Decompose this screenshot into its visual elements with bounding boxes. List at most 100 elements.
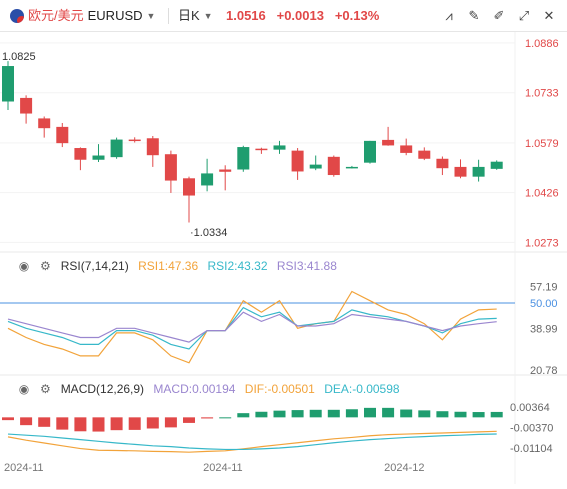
brush-icon[interactable]: ✎ (468, 8, 480, 23)
rsi-line-2 (7, 306, 497, 350)
symbol-code: EURUSD (87, 8, 143, 23)
macd-bar (454, 411, 467, 418)
macd-bar (400, 409, 413, 418)
price-tick-label: 1.0426 (525, 188, 559, 200)
candle-body (237, 147, 250, 170)
candle-body (436, 158, 449, 169)
price-change: +0.0013 (276, 8, 324, 23)
macd-tick-label: 0.00364 (510, 402, 550, 414)
macd-tick-label: -0.01104 (510, 443, 553, 455)
candle-body (92, 155, 105, 160)
candle-body (472, 166, 485, 177)
candle-body (345, 166, 358, 169)
candle-body (327, 156, 340, 176)
macd-bar (20, 417, 33, 426)
rsi1-value: RSI1:47.36 (138, 259, 199, 273)
last-price: 1.0516 (226, 8, 266, 23)
macd-bar (255, 411, 268, 418)
dif-value: DIF:-0.00501 (244, 382, 315, 396)
rsi2-value: RSI2:43.32 (207, 259, 268, 273)
divider (168, 8, 169, 24)
quote: 1.0516 +0.0013 +0.13% (226, 0, 379, 32)
edit-icon[interactable]: ✐ (493, 8, 505, 23)
macd-bar (128, 417, 141, 430)
macd-bar (327, 409, 340, 418)
macd-bar (183, 417, 195, 423)
symbol-name: 欧元/美元 (28, 8, 84, 23)
macd-bar (345, 409, 358, 418)
candle-body (400, 145, 413, 153)
macd-value: MACD:0.00194 (153, 382, 236, 396)
chart-canvas[interactable]: 1.0886 1.0733 1.0579 1.0426 1.0273 1.0825 ·1.0… (0, 32, 567, 489)
price-change-pct: +0.13% (334, 8, 380, 23)
macd-bar (472, 412, 485, 418)
macd-bar (38, 417, 51, 427)
toolbar: 欧元/美元 EURUSD ▼ 日K ▼ 1.0516 +0.0013 +0.13… (0, 0, 567, 32)
dea-line (7, 433, 497, 451)
chevron-down-icon: ▼ (203, 11, 213, 21)
eye-icon[interactable]: ◉ (18, 382, 30, 396)
candle-body (291, 150, 304, 172)
macd-bar (309, 409, 322, 418)
fullscreen-icon[interactable]: ⤢ (518, 8, 530, 23)
macd-bar (364, 407, 376, 418)
candle-body (364, 140, 376, 163)
macd-bar (146, 417, 159, 429)
eur-usd-flag-icon (10, 9, 24, 23)
macd-title: MACD(12,26,9) (60, 382, 145, 396)
candle-body (164, 154, 177, 181)
chevron-down-icon: ▼ (146, 11, 156, 21)
rsi-tick-label: 38.99 (530, 323, 558, 335)
price-tick-label: 1.0273 (525, 237, 559, 249)
macd-header: ◉ ⚙ MACD(12,26,9) MACD:0.00194 DIF:-0.00… (18, 378, 406, 400)
candle-body (382, 139, 395, 146)
x-axis-label: 2024-11 (4, 462, 44, 474)
candle-body (454, 166, 467, 177)
candle-body (146, 138, 159, 156)
chart-area[interactable]: 1.0886 1.0733 1.0579 1.0426 1.0273 1.0825 ·1.0… (0, 32, 567, 489)
settings-icon[interactable]: ⚙ (39, 382, 51, 396)
rsi3-value: RSI3:41.88 (276, 259, 337, 273)
macd-bar (382, 407, 395, 418)
rsi-header: ◉ ⚙ RSI(7,14,21) RSI1:47.36 RSI2:43.32 R… (18, 255, 343, 277)
macd-bar (92, 417, 105, 432)
symbol-selector[interactable]: 欧元/美元 EURUSD ▼ (10, 0, 155, 32)
rsi-tick-label: 20.78 (530, 365, 558, 377)
macd-bar (201, 417, 214, 419)
candle-body (255, 148, 268, 151)
macd-bar (74, 417, 87, 432)
price-tick-label: 1.0579 (525, 138, 559, 150)
candle-body (128, 139, 141, 142)
x-axis-label: 2024-11 (203, 462, 243, 474)
macd-bar (436, 411, 449, 418)
candle-body (219, 169, 232, 172)
x-axis-label: 2024-12 (384, 462, 424, 474)
macd-bar (164, 417, 177, 428)
macd-bar (418, 410, 431, 418)
close-icon[interactable]: ✕ (543, 8, 555, 23)
rsi-title: RSI(7,14,21) (60, 259, 129, 273)
candle-body (309, 164, 322, 169)
macd-bar (490, 411, 503, 418)
eye-icon[interactable]: ◉ (18, 259, 30, 273)
dea-value: DEA:-0.00598 (324, 382, 400, 396)
interval-selector[interactable]: 日K ▼ (178, 0, 213, 32)
low-annotation: ·1.0334 (190, 227, 227, 239)
rsi-line-1 (7, 290, 497, 364)
rsi-line-3 (7, 311, 497, 343)
line-chart-icon[interactable]: ⩘ (445, 8, 453, 23)
settings-icon[interactable]: ⚙ (39, 259, 51, 273)
candle-body (74, 148, 87, 160)
candle-body (20, 97, 33, 114)
macd-bar (291, 410, 304, 418)
rsi-tick-label: 50.00 (530, 298, 558, 310)
candle-body (273, 145, 286, 150)
candle-body (418, 150, 431, 159)
candle-body (183, 178, 195, 196)
macd-bar (237, 413, 250, 418)
candle-body (110, 139, 123, 158)
candle-body (490, 161, 503, 169)
candle-body (201, 173, 214, 186)
candle-body (2, 66, 14, 102)
macd-bar (56, 417, 69, 430)
